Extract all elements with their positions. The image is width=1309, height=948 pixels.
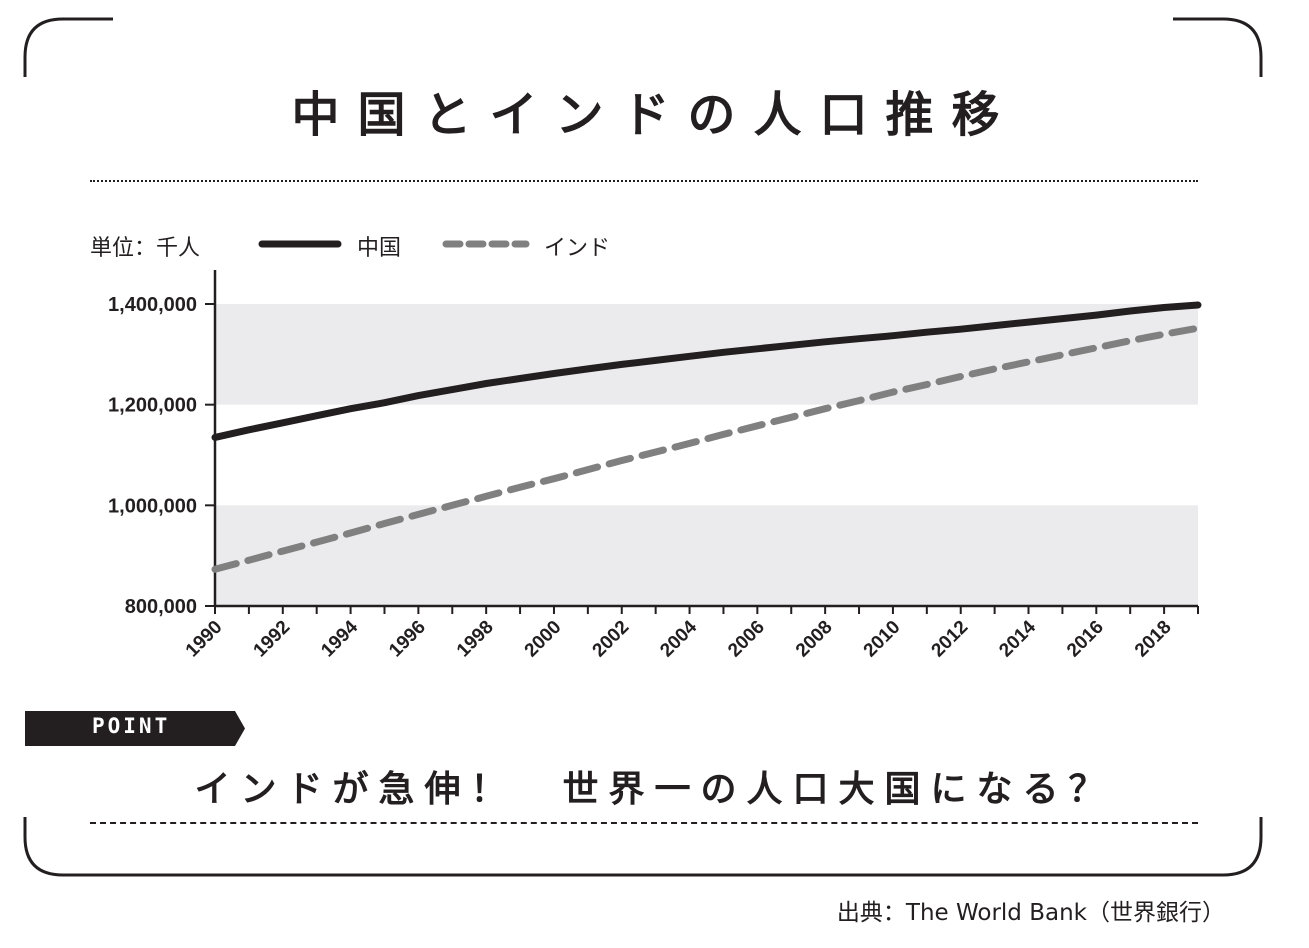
y-tick-label: 1,000,000: [108, 495, 197, 517]
legend-india-swatch: [442, 240, 530, 248]
y-tick-label: 800,000: [125, 596, 197, 618]
legend-china-label: 中国: [357, 236, 402, 261]
headline-divider: [90, 822, 1198, 824]
title-divider: [90, 180, 1198, 182]
legend-india-label: インド: [544, 236, 611, 261]
x-tick-label: 2008: [792, 617, 837, 662]
x-tick-label: 2004: [656, 616, 701, 661]
legend-china-swatch: [258, 240, 342, 248]
x-tick-label: 1998: [453, 617, 498, 662]
x-tick-label: 2018: [1131, 617, 1176, 662]
x-tick-label: 1996: [385, 617, 430, 662]
x-tick-label: 1994: [317, 616, 362, 661]
y-tick-label: 1,200,000: [108, 395, 197, 417]
point-headline: インドが急伸！ 世界一の人口大国になる？: [194, 769, 1115, 810]
unit-label: 単位：千人: [90, 236, 201, 261]
line-chart: 800,000 1,000,000 1,200,000 1,400,000 1990 19…: [108, 270, 1202, 662]
frame-border: [23, 17, 1263, 877]
series-china-line: [211, 301, 1202, 441]
source-note: 出典：The World Bank（世界銀行）: [836, 900, 1225, 926]
series-india-line: [211, 324, 1202, 573]
x-tick-label: 2006: [724, 617, 769, 662]
x-tick-label: 2014: [995, 616, 1040, 661]
x-tick-label: 2000: [521, 617, 566, 662]
point-tag: [25, 711, 245, 746]
x-tick-label: 2012: [928, 617, 973, 662]
x-tick-label: 2016: [1063, 617, 1108, 662]
x-tick-label: 2010: [860, 617, 905, 662]
x-tick-label: 1990: [182, 617, 227, 662]
y-tick-label: 1,400,000: [108, 294, 197, 316]
x-tick-label: 1992: [250, 617, 295, 662]
band-800k-1000k: [215, 505, 1198, 606]
chart-title: 中国とインドの人口推移: [291, 87, 1018, 143]
x-tick-label: 2002: [589, 617, 634, 662]
point-label: POINT: [92, 714, 171, 738]
